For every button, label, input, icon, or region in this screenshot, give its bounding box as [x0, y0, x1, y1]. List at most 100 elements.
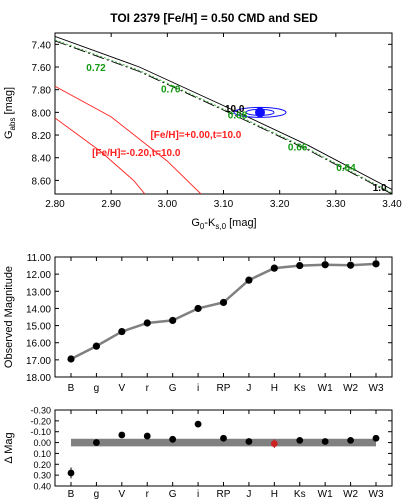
- cmd-star-marker: [255, 107, 266, 118]
- residual-marks: [67, 420, 380, 479]
- sed-y-tick-label: 16.00: [26, 339, 51, 350]
- sed-band-label: r: [146, 383, 150, 394]
- cmd-isochrone-label: [Fe/H]=+0.00,t=10.0: [150, 130, 241, 141]
- cmd-y-tick-label: 7.60: [32, 63, 52, 74]
- sed-y-tick-label: 13.00: [26, 287, 51, 298]
- sed-y-tick-label: 12.00: [26, 270, 51, 281]
- residual-band-label: W1: [318, 489, 333, 499]
- cmd-y-tick-label: 8.40: [32, 154, 52, 165]
- cmd-x-tick-label: 2.90: [101, 199, 121, 210]
- residual-y-axis-label: Δ Mag: [3, 432, 15, 463]
- cmd-isochrone-label: [Fe/H]=-0.20,t=10.0: [92, 148, 181, 159]
- residual-y-tick-label: 0.00: [33, 438, 51, 448]
- residual-band-label: Ks: [294, 489, 306, 499]
- residual-y-tick-label: 0.40: [33, 482, 51, 492]
- cmd-mass-label: 1.0: [373, 183, 387, 194]
- sed-band-label: i: [197, 383, 199, 394]
- sed-observed-point: [321, 261, 329, 269]
- sed-observed-point: [245, 276, 253, 284]
- residual-y-tick-label: 0.20: [33, 460, 51, 470]
- cmd-y-tick-label: 8.60: [32, 176, 52, 187]
- sed-observed-point: [92, 342, 101, 350]
- residual-band-label: r: [146, 489, 150, 499]
- sed-marks: [67, 260, 380, 363]
- sed-band-label: W3: [369, 383, 384, 394]
- cmd-x-tick-label: 3.40: [382, 199, 402, 210]
- sed-band-label: H: [271, 383, 278, 394]
- sed-y-tick-label: 14.00: [26, 304, 51, 315]
- cmd-mass-label: 0.72: [86, 63, 106, 74]
- residual-point: [347, 437, 354, 444]
- cmd-x-tick-label: 3.20: [270, 199, 290, 210]
- sed-y-axis-label: Observed Magnitude: [3, 266, 15, 368]
- cmd-y-ticks: 7.40 7.60 7.80 8.00 8.20 8.40 8.60: [32, 40, 392, 187]
- sed-band-label: g: [94, 383, 100, 394]
- residual-point: [93, 439, 100, 446]
- sed-observed-point: [194, 304, 202, 313]
- cmd-isochrone-line: [55, 85, 202, 194]
- residual-point: [245, 438, 253, 445]
- cmd-y-tick-label: 7.80: [32, 86, 52, 97]
- residual-point: [143, 432, 151, 440]
- residual-y-tick-label: 0.30: [33, 471, 51, 481]
- cmd-x-ticks: 2.80 2.90 3.00 3.10 3.20 3.30 3.40: [45, 33, 402, 210]
- sed-band-label: W1: [318, 383, 333, 394]
- residual-point: [270, 440, 278, 448]
- sed-band-label: RP: [217, 383, 231, 394]
- cmd-y-tick-label: 7.40: [32, 40, 52, 51]
- residual-y-tick-label: -0.30: [30, 406, 51, 416]
- cmd-isochrone-line: [55, 117, 146, 194]
- residual-point: [296, 437, 304, 444]
- sed-y-tick-label: 18.00: [26, 373, 51, 384]
- figure-title: TOI 2379 [Fe/H] = 0.50 CMD and SED: [110, 11, 318, 25]
- sed-observed-point: [296, 261, 304, 270]
- sed-observed-point: [67, 355, 75, 363]
- residual-point: [118, 431, 126, 439]
- cmd-isochrone-line: [55, 35, 392, 190]
- residual-band-label: RP: [217, 489, 231, 499]
- sed-y-tick-label: 17.00: [26, 356, 51, 367]
- residual-band-label: G: [169, 489, 177, 499]
- sed-y-tick-label: 11.00: [27, 253, 52, 264]
- sed-band-label: B: [68, 383, 75, 394]
- cmd-mass-label: 0.70: [161, 85, 181, 96]
- cmd-x-tick-label: 3.10: [214, 199, 234, 210]
- sed-y-ticks: 11.00 12.00 13.00 14.00 15.00 16.00 17.00 18.00: [26, 253, 392, 384]
- residual-band-label: J: [246, 489, 251, 499]
- cmd-y-tick-label: 8.20: [32, 131, 52, 142]
- sed-y-tick-label: 15.00: [26, 322, 51, 333]
- cmd-x-tick-label: 3.30: [326, 199, 346, 210]
- residual-band-label: V: [118, 489, 125, 499]
- residual-y-tick-label: -0.20: [30, 416, 51, 426]
- residual-y-tick-label: 0.10: [33, 449, 51, 459]
- residual-band-label: g: [94, 489, 100, 499]
- residual-point: [321, 438, 329, 445]
- cmd-x-axis-label: G0-Ks,0 [mag]: [191, 217, 256, 231]
- cmd-mass-label: 0.66: [288, 142, 308, 153]
- residual-model-band: [71, 438, 376, 447]
- residual-point: [220, 434, 227, 442]
- residual-band-label: B: [68, 489, 75, 499]
- residual-point: [169, 435, 177, 443]
- cmd-mass-label: 10.0: [225, 104, 245, 115]
- cmd-x-tick-label: 2.80: [45, 199, 65, 210]
- sed-band-label: V: [118, 383, 125, 394]
- sed-observed-point: [346, 261, 355, 269]
- cmd-labels: 0.72 0.70 0.68 0.66 0.64 10.0 1.0 [Fe/H]=+0.00,…: [86, 63, 387, 194]
- cmd-y-tick-label: 8.00: [32, 108, 52, 119]
- cmd-curves: [55, 35, 392, 194]
- sed-observed-point: [143, 319, 151, 327]
- sed-band-label: W2: [343, 383, 358, 394]
- residual-band-label: W3: [369, 489, 384, 499]
- residual-band-label: i: [197, 489, 199, 499]
- cmd-isochrone-line: [55, 40, 392, 194]
- sed-band-label: Ks: [294, 383, 306, 394]
- cmd-y-axis-label: Gabs [mag]: [3, 87, 17, 139]
- residual-frame: [54, 409, 393, 487]
- cmd-panel: 7.40 7.60 7.80 8.00 8.20 8.40 8.60 2.80 2.90 3.0…: [3, 32, 402, 231]
- residual-y-tick-label: -0.10: [30, 427, 51, 437]
- sed-band-label: J: [246, 383, 251, 394]
